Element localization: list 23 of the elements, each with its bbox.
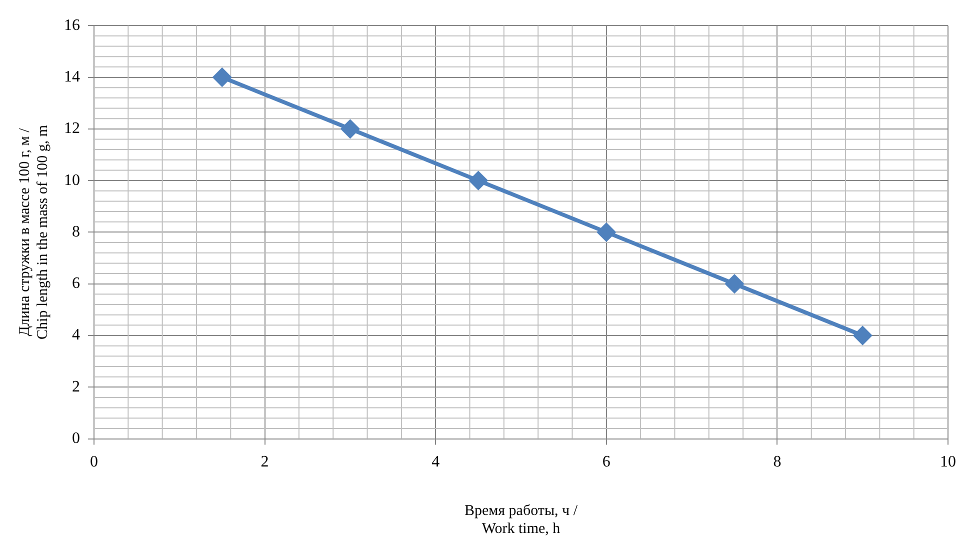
y-tick-label: 16 xyxy=(64,16,80,34)
x-tick-label: 10 xyxy=(940,454,956,471)
point xyxy=(597,223,616,242)
y-tick-label: 6 xyxy=(72,275,80,292)
x-tick-label: 6 xyxy=(602,454,610,471)
y-tick-label: 14 xyxy=(64,68,80,86)
y-tick-label: 8 xyxy=(72,223,80,240)
x-tick-label: 8 xyxy=(773,454,782,471)
point xyxy=(726,274,744,293)
x-tick-label: 2 xyxy=(260,454,269,471)
y-tick-label: 10 xyxy=(64,172,80,189)
point xyxy=(854,326,872,344)
y-axis-title: Длина стружки в массе 100 г, м / Chip length in the mass of 100 g, m xyxy=(16,124,51,340)
y-tick-label: 4 xyxy=(72,326,80,344)
y-tick-label: 2 xyxy=(72,378,80,396)
y-tick-label: 0 xyxy=(72,430,80,448)
point xyxy=(213,68,232,86)
point xyxy=(341,120,360,138)
x-tick-label: 4 xyxy=(432,454,440,471)
x-tick-label: 0 xyxy=(90,454,98,471)
x-axis-title: Время работы, ч / Work time, h xyxy=(464,502,578,537)
y-tick-label: 12 xyxy=(64,120,80,138)
point xyxy=(469,172,488,190)
